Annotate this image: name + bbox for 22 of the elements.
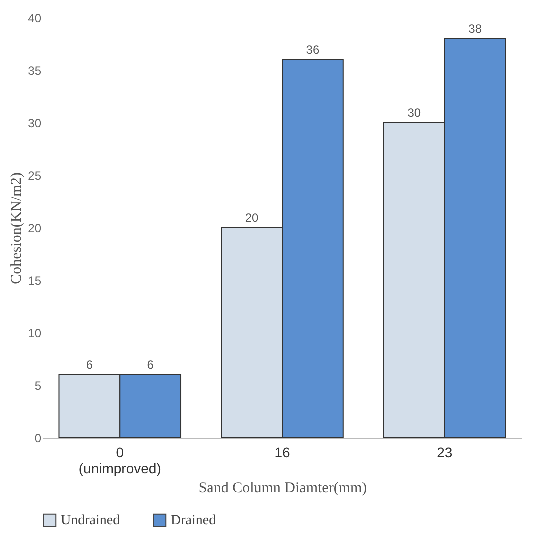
y-tick-label: 30 [28,116,42,130]
x-tick-label: 23 [437,444,453,460]
y-tick-label: 5 [34,379,42,393]
data-label: 30 [408,106,422,120]
y-tick-label: 0 [34,432,42,446]
data-label: 6 [147,358,154,372]
y-tick-label: 15 [28,274,42,288]
y-axis-title: Cohesion(KN/m2) [9,172,26,284]
y-tick-label: 10 [28,326,42,340]
data-label: 6 [86,358,94,372]
y-tick-label: 35 [28,64,42,78]
data-label: 38 [468,22,482,36]
data-label: 20 [245,211,260,225]
legend-label: Undrained [61,513,120,528]
y-tick-label: 40 [28,12,42,26]
y-tick-label: 20 [28,222,42,236]
x-axis-title: Sand Column Diamter(mm) [198,480,368,496]
x-tick-label: 0 (unimproved) [78,444,162,476]
data-label: 36 [306,43,320,57]
y-tick-label: 25 [28,169,42,183]
x-tick-label: 16 [274,444,290,460]
legend-label: Drained [171,513,216,528]
